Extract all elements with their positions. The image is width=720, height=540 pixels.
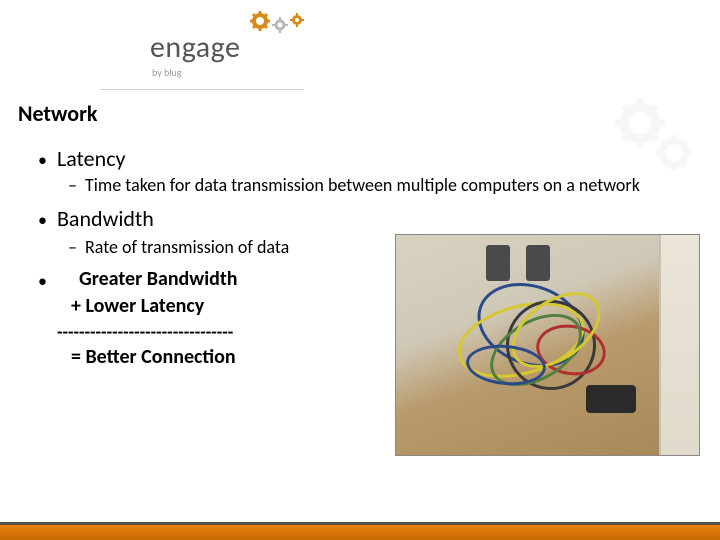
cable-mess (456, 275, 636, 415)
gear-icon (250, 11, 270, 31)
bullet-latency: • Latency (38, 145, 690, 172)
bullet-sub-text: Time taken for data transmission between… (85, 174, 640, 197)
bullet-equation: • Greater Bandwidth + Lower Latency ----… (38, 266, 395, 371)
header: engage by blug (0, 0, 720, 90)
equation-line: = Better Connection (71, 344, 238, 371)
footer-bar (0, 522, 720, 540)
bullet-label: Latency (57, 145, 125, 172)
gear-icon (272, 17, 288, 33)
bullet-dash: – (68, 174, 77, 197)
logo-gears (250, 11, 304, 33)
equation-line: + Lower Latency (71, 293, 238, 320)
bullet-bandwidth-sub: – Rate of transmission of data (68, 236, 395, 259)
bullet-dot: • (38, 270, 47, 292)
watermark-gears (612, 95, 702, 190)
gear-icon (612, 95, 702, 185)
equation: Greater Bandwidth + Lower Latency ------… (57, 266, 238, 371)
logo-subtext: by blug (152, 66, 182, 79)
header-left-spacer (0, 0, 100, 90)
equation-line: Greater Bandwidth (79, 266, 238, 293)
photo-cable-mess (395, 234, 700, 456)
photo-wall (659, 235, 699, 455)
logo-text: engage (150, 29, 240, 66)
logo: engage by blug (100, 11, 304, 79)
gear-icon (290, 13, 304, 27)
bullet-sub-text: Rate of transmission of data (85, 236, 289, 259)
row-with-image: – Rate of transmission of data • Greater… (30, 234, 690, 456)
bullet-dash: – (68, 236, 77, 259)
bullet-latency-sub: – Time taken for data transmission betwe… (68, 174, 690, 197)
header-right-spacer (304, 0, 720, 90)
equation-block: – Rate of transmission of data • Greater… (30, 234, 395, 374)
equation-divider: -------------------------------- (57, 320, 238, 344)
bullet-dot: • (38, 209, 47, 231)
bullet-label: Bandwidth (57, 205, 154, 232)
bullet-dot: • (38, 149, 47, 171)
bullet-bandwidth: • Bandwidth (38, 205, 690, 232)
